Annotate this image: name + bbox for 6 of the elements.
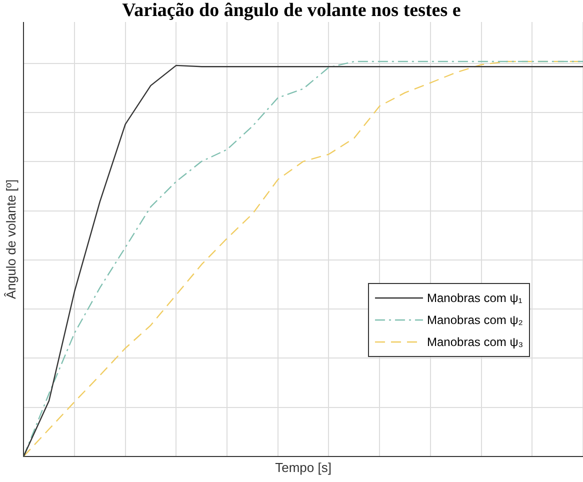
- x-axis-title: Tempo [s]: [275, 460, 332, 475]
- legend-label: Manobras com ψ₂: [427, 313, 523, 327]
- legend-label: Manobras com ψ₁: [427, 291, 522, 305]
- chart-title: Variação do ângulo de volante nos testes e: [121, 0, 462, 22]
- legend-label: Manobras com ψ₃: [427, 335, 524, 349]
- y-axis-title: Ângulo de volante [º]: [3, 179, 18, 300]
